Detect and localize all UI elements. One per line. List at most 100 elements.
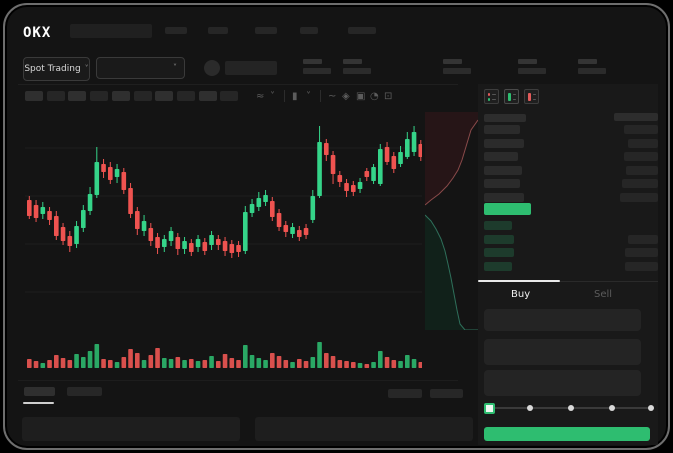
ask-amount-bar [626,165,658,175]
device-frame: OKX Spot Trading ˅ ˅ [3,3,670,450]
stat-value-placeholder [343,68,371,74]
stat-label-placeholder [578,59,597,64]
toolbar-item-placeholder[interactable] [25,91,43,101]
orderbook-combined-icon[interactable] [484,89,499,104]
total-input[interactable] [484,370,641,396]
toolbar-item-placeholder[interactable] [198,91,217,101]
ask-amount-bar [620,192,658,202]
line-style-icon[interactable]: ≈ [256,91,265,102]
order-book-panel: Buy Sell [478,84,658,445]
chevron-down-icon[interactable]: ˅ [306,91,311,102]
okx-logo[interactable]: OKX [23,25,52,41]
compare-icon[interactable]: ◈ [342,91,350,102]
bid-amount-bar [628,234,658,244]
pair-name-placeholder [225,61,277,75]
amount-percent-slider[interactable] [478,400,658,416]
ask-price-bar[interactable] [484,179,520,188]
bottom-action-placeholder[interactable] [388,389,422,398]
slider-handle[interactable] [484,403,495,414]
chart-settings-icon[interactable]: ◔ [370,91,379,102]
active-tab-indicator [478,280,560,282]
toolbar-item-placeholder[interactable] [155,91,174,101]
stat-label-placeholder [303,59,322,64]
orderbook-header-placeholder [484,114,526,122]
chevron-down-icon: ˅ [84,64,89,73]
amount-input[interactable] [484,339,641,365]
bottom-panel-right [255,417,473,441]
toolbar-item-placeholder[interactable] [176,91,195,101]
pair-avatar [204,60,220,76]
slider-stop-dot[interactable] [527,405,533,411]
tab-buy[interactable]: Buy [511,289,531,300]
stat-value-placeholder [578,68,606,74]
nav-item-placeholder[interactable] [348,27,376,34]
bid-amount-bar [625,262,658,272]
ask-price-bar[interactable] [484,125,520,134]
volume-chart [27,342,422,368]
orderbook-header-placeholder [614,113,658,121]
stat-value-placeholder [303,68,331,74]
indicators-icon[interactable]: ~ [328,91,337,102]
toolbar-item-placeholder[interactable] [220,91,239,101]
orderbook-view-switcher [484,89,544,104]
toolbar-item-placeholder[interactable] [111,91,130,101]
bid-price-bar[interactable] [484,234,514,244]
divider [284,90,285,102]
orderbook-asks-icon[interactable] [524,89,539,104]
depth-chart[interactable] [425,112,478,330]
bid-price-bar[interactable] [484,262,512,272]
nav-item-placeholder[interactable] [255,27,277,34]
divider [18,380,458,381]
header-placeholder-block [70,24,152,38]
toolbar-item-placeholder[interactable] [90,91,109,101]
nav-item-placeholder[interactable] [300,27,318,34]
ask-amount-bar [624,125,658,134]
candlestick-chart[interactable] [25,112,422,334]
stat-value-placeholder [443,68,471,74]
divider [18,84,458,85]
bottom-tab-placeholder[interactable] [67,387,102,396]
toolbar-item-placeholder[interactable] [68,91,87,101]
bottom-action-placeholder[interactable] [430,389,463,398]
toolbar-item-placeholder[interactable] [46,91,65,101]
nav-item-placeholder[interactable] [208,27,228,34]
bid-amount-bar [625,248,658,258]
stat-label-placeholder [343,59,362,64]
last-price-badge[interactable] [484,203,531,215]
ask-amount-bar [628,138,658,148]
bottom-tab-active-placeholder[interactable] [24,387,55,396]
stat-label-placeholder [518,59,537,64]
divider [320,90,321,102]
ask-price-bar[interactable] [484,138,524,148]
active-tab-underline [23,402,54,404]
pair-selector-dropdown[interactable]: ˅ [96,57,185,79]
fullscreen-icon[interactable]: ⊡ [384,91,393,102]
screenshot-icon[interactable]: ▣ [356,91,366,102]
buy-submit-button[interactable] [484,427,650,441]
slider-stop-dot[interactable] [609,405,615,411]
nav-item-placeholder[interactable] [165,27,187,34]
orderbook-bids-icon[interactable] [504,89,519,104]
stat-label-placeholder [443,59,462,64]
ask-price-bar[interactable] [484,192,524,202]
bottom-panel-left [22,417,240,441]
ask-price-bar[interactable] [484,165,522,175]
price-input[interactable] [484,309,641,331]
ask-amount-bar [622,179,658,188]
slider-stop-dot[interactable] [648,405,654,411]
app-window: OKX Spot Trading ˅ ˅ [5,5,668,448]
toolbar-item-placeholder[interactable] [133,91,152,101]
candle-type-icon[interactable]: ▮ [292,91,298,102]
bid-price-bar[interactable] [484,221,512,230]
chevron-down-icon[interactable]: ˅ [270,91,275,102]
market-type-selector[interactable]: Spot Trading ˅ [23,57,90,81]
tab-sell[interactable]: Sell [594,289,613,300]
bid-price-bar[interactable] [484,248,514,258]
ask-price-bar[interactable] [484,152,518,161]
ask-amount-bar [624,152,658,161]
market-type-label: Spot Trading [24,64,81,74]
stat-value-placeholder [518,68,546,74]
chevron-down-icon: ˅ [173,63,177,72]
slider-stop-dot[interactable] [568,405,574,411]
